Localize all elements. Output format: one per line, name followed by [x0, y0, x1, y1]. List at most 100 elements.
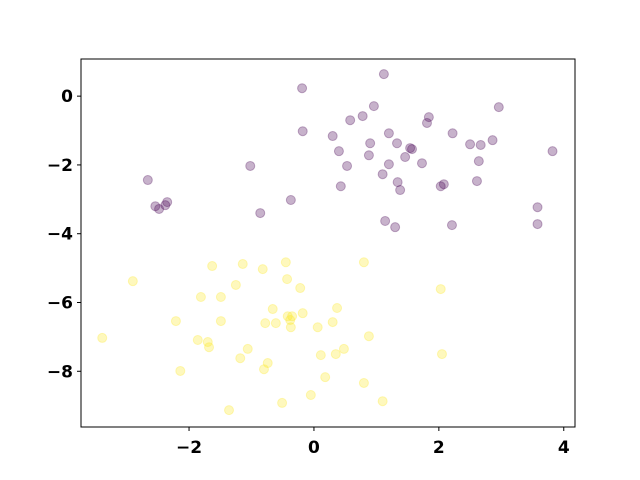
scatter-point	[170, 316, 181, 327]
scatter-point	[127, 276, 138, 287]
scatter-point	[330, 349, 341, 360]
scatter-point	[435, 181, 446, 192]
scatter-point	[380, 215, 391, 226]
scatter-point	[295, 283, 306, 294]
y-tick-label: −2	[47, 156, 73, 176]
plot-frame	[80, 58, 576, 428]
scatter-point	[285, 315, 296, 326]
scatter-point	[423, 112, 434, 123]
scatter-point	[242, 343, 253, 354]
scatter-point	[285, 322, 296, 333]
scatter-point	[342, 160, 353, 171]
scatter-point	[471, 176, 482, 187]
y-tick-label: −4	[47, 225, 73, 245]
scatter-point	[277, 397, 288, 408]
scatter-point	[435, 284, 446, 295]
scatter-point	[270, 318, 281, 329]
scatter-point	[305, 390, 316, 401]
scatter-point	[383, 128, 394, 139]
scatter-point	[282, 311, 293, 322]
scatter-point	[365, 138, 376, 149]
scatter-point	[282, 274, 293, 285]
scatter-point	[378, 69, 389, 80]
scatter-point	[338, 343, 349, 354]
scatter-point	[204, 342, 215, 353]
scatter-point	[245, 160, 256, 171]
scatter-point	[358, 257, 369, 268]
x-tick-label: −2	[176, 438, 202, 458]
scatter-point	[237, 258, 248, 269]
scatter-point	[421, 117, 432, 128]
x-tick-label: 4	[558, 438, 570, 458]
scatter-point	[195, 291, 206, 302]
scatter-point	[377, 396, 388, 407]
scatter-point	[345, 115, 356, 126]
scatter-point	[327, 131, 338, 142]
scatter-point	[280, 257, 291, 268]
scatter-point	[436, 349, 447, 360]
scatter-point	[532, 219, 543, 230]
scatter-point	[383, 159, 394, 170]
scatter-point	[255, 208, 266, 219]
scatter-point	[332, 303, 343, 314]
scatter-point	[392, 177, 403, 188]
y-tick-label: −8	[47, 362, 73, 382]
scatter-point	[267, 304, 278, 315]
scatter-point	[335, 181, 346, 192]
scatter-point	[215, 316, 226, 327]
scatter-point	[368, 101, 379, 112]
scatter-point	[438, 179, 449, 190]
scatter-point	[392, 138, 403, 149]
scatter-point	[363, 331, 374, 342]
scatter-point	[357, 111, 368, 122]
scatter-point	[230, 279, 241, 290]
scatter-point	[416, 158, 427, 169]
y-tick-label: 0	[61, 87, 73, 107]
scatter-point	[260, 318, 271, 329]
scatter-point	[175, 365, 186, 376]
scatter-point	[473, 156, 484, 167]
scatter-point	[258, 364, 269, 375]
scatter-point	[377, 169, 388, 180]
scatter-point	[297, 308, 308, 319]
scatter-point	[312, 322, 323, 333]
scatter-point	[257, 264, 268, 275]
scatter-point	[154, 203, 165, 214]
scatter-point	[150, 201, 161, 212]
scatter-point	[447, 128, 458, 139]
scatter-point	[475, 139, 486, 150]
scatter-point	[207, 261, 218, 272]
scatter-point	[487, 135, 498, 146]
scatter-point	[224, 405, 235, 416]
scatter-point	[395, 185, 406, 196]
x-tick-label: 0	[308, 438, 320, 458]
scatter-point	[202, 337, 213, 348]
scatter-point	[465, 139, 476, 150]
scatter-point	[493, 102, 504, 113]
scatter-point	[400, 152, 411, 163]
y-tick-label: −6	[47, 293, 73, 313]
scatter-point	[315, 350, 326, 361]
scatter-point	[285, 195, 296, 206]
scatter-point	[297, 126, 308, 137]
scatter-point	[327, 317, 338, 328]
scatter-point	[297, 83, 308, 94]
scatter-point	[142, 175, 153, 186]
scatter-point	[160, 200, 171, 211]
scatter-point	[363, 150, 374, 161]
scatter-point	[406, 144, 417, 155]
scatter-point	[405, 143, 416, 154]
scatter-point	[97, 332, 108, 343]
scatter-point	[215, 291, 226, 302]
scatter-point	[235, 353, 246, 364]
scatter-point	[162, 197, 173, 208]
x-tick-label: 2	[433, 438, 445, 458]
scatter-point	[262, 358, 273, 369]
scatter-point	[446, 220, 457, 231]
scatter-point	[532, 202, 543, 213]
scatter-point	[192, 334, 203, 345]
scatter-point	[547, 146, 558, 157]
scatter-point	[333, 146, 344, 157]
